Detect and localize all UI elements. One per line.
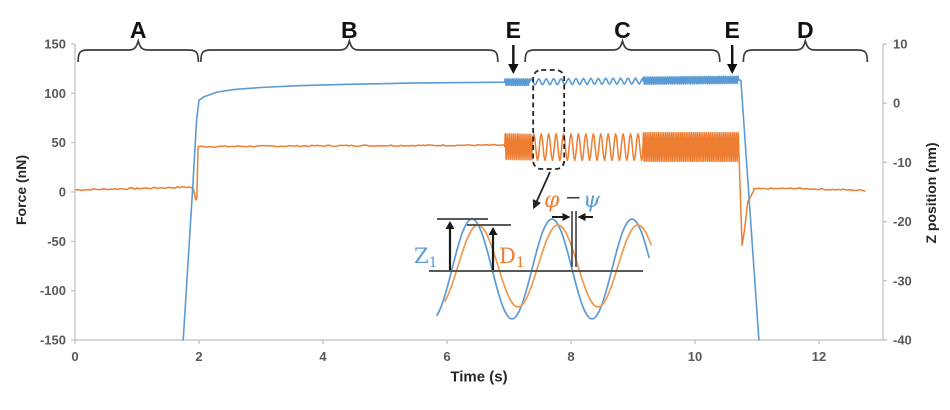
right-axis-tick-label: -10 [893,155,912,170]
oscillation-inset: Z1 D1 φ − ψ [414,185,652,320]
left-axis-tick-label: -150 [40,333,66,348]
x-axis-tick-label: 8 [567,349,574,364]
x-axis-tick-label: 2 [195,349,202,364]
region-label-A: A [130,17,147,43]
x-axis-tick-label: 6 [443,349,450,364]
z-position-curve [182,75,760,341]
z-position-series [182,75,760,341]
zoom-connector-line [535,171,551,204]
inset-amplitude-arrow-head [488,227,498,235]
inset-psi-label: ψ [583,188,601,213]
inset-label-Z1: Z1 [414,244,438,271]
phase-brace-C [524,37,721,63]
right-axis-tick-label: 0 [893,96,900,111]
x-axis-tick-label: 10 [688,349,702,364]
force-series [75,132,866,247]
event-arrow-head [508,64,519,74]
region-label-B: B [341,17,358,43]
phase-brace-D [742,37,869,63]
inset-label-D1: D1 [499,244,525,271]
left-axis-tick-label: 100 [44,86,66,101]
inset-minus-sign: − [565,185,582,209]
inset-amplitude-arrow-head [445,221,455,229]
left-axis-tick-label: 50 [52,135,66,150]
x-axis-tick-label: 0 [71,349,78,364]
dashed-zoom-box [532,69,566,170]
force-axis-title: Force (nN) [13,155,29,225]
region-label-D: D [797,17,814,43]
region-annotations: A B C DE E [77,17,869,210]
right-axis-tick-label: -20 [893,214,912,229]
force-curve [75,132,866,247]
zoom-connector-arrowhead [532,199,542,210]
inset-phase-right-arrow-head [577,213,586,221]
right-axis-tick-label: -40 [893,333,912,348]
region-label-E-2: E [725,17,740,43]
phase-brace-A [77,37,200,63]
inset-phi-label: φ [544,188,560,213]
event-arrow-head [727,64,738,74]
x-axis-tick-label: 12 [812,349,826,364]
left-axis-tick-label: -100 [40,283,66,298]
region-label-C: C [614,17,631,43]
phase-brace-B [200,37,499,63]
inset-phase-left-arrow-head [562,213,571,221]
left-axis-tick-label: 150 [44,37,66,52]
left-axis-tick-label: 0 [59,185,66,200]
time-axis-title: Time (s) [450,368,508,386]
region-label-E-1: E [506,17,521,43]
right-axis-tick-label: -30 [893,273,912,288]
x-axis-tick-label: 4 [319,349,327,364]
right-axis-tick-label: 10 [893,37,907,52]
left-axis-tick-label: -50 [47,234,66,249]
z-position-axis-title: Z position (nm) [923,142,939,244]
